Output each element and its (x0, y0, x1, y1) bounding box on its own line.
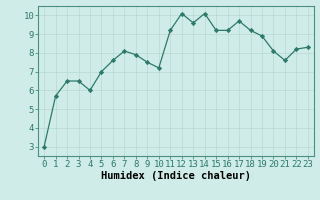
X-axis label: Humidex (Indice chaleur): Humidex (Indice chaleur) (101, 171, 251, 181)
